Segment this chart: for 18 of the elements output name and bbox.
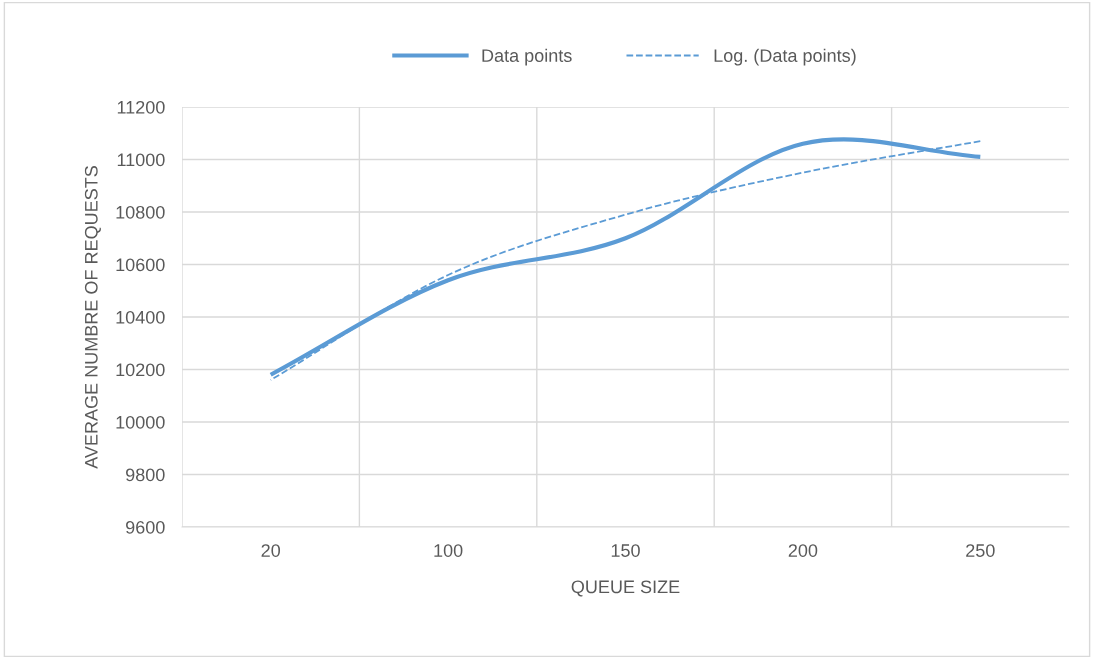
y-tick-label: 10000 bbox=[116, 415, 165, 429]
y-tick-label: 10600 bbox=[116, 258, 165, 272]
x-tick-label: 20 bbox=[261, 544, 281, 557]
y-axis-title: AVERAGE NUMBRE OF REQUESTS bbox=[84, 166, 101, 469]
y-tick-label: 10800 bbox=[116, 205, 165, 219]
legend-label: Data points bbox=[482, 48, 572, 66]
x-axis-title: QUEUE SIZE bbox=[571, 580, 680, 597]
legend-label: Log. (Data points) bbox=[714, 48, 856, 66]
x-tick-label: 200 bbox=[788, 544, 818, 557]
y-tick-label: 10200 bbox=[116, 363, 165, 377]
y-tick-label: 9600 bbox=[126, 520, 165, 534]
x-tick-label: 150 bbox=[611, 544, 640, 557]
y-tick-label: 11200 bbox=[117, 100, 165, 114]
y-tick-label: 11000 bbox=[117, 153, 165, 167]
y-tick-label: 10400 bbox=[116, 310, 165, 324]
x-tick-label: 250 bbox=[966, 544, 995, 557]
x-tick-label: 100 bbox=[434, 544, 463, 557]
y-tick-label: 9800 bbox=[126, 468, 165, 482]
